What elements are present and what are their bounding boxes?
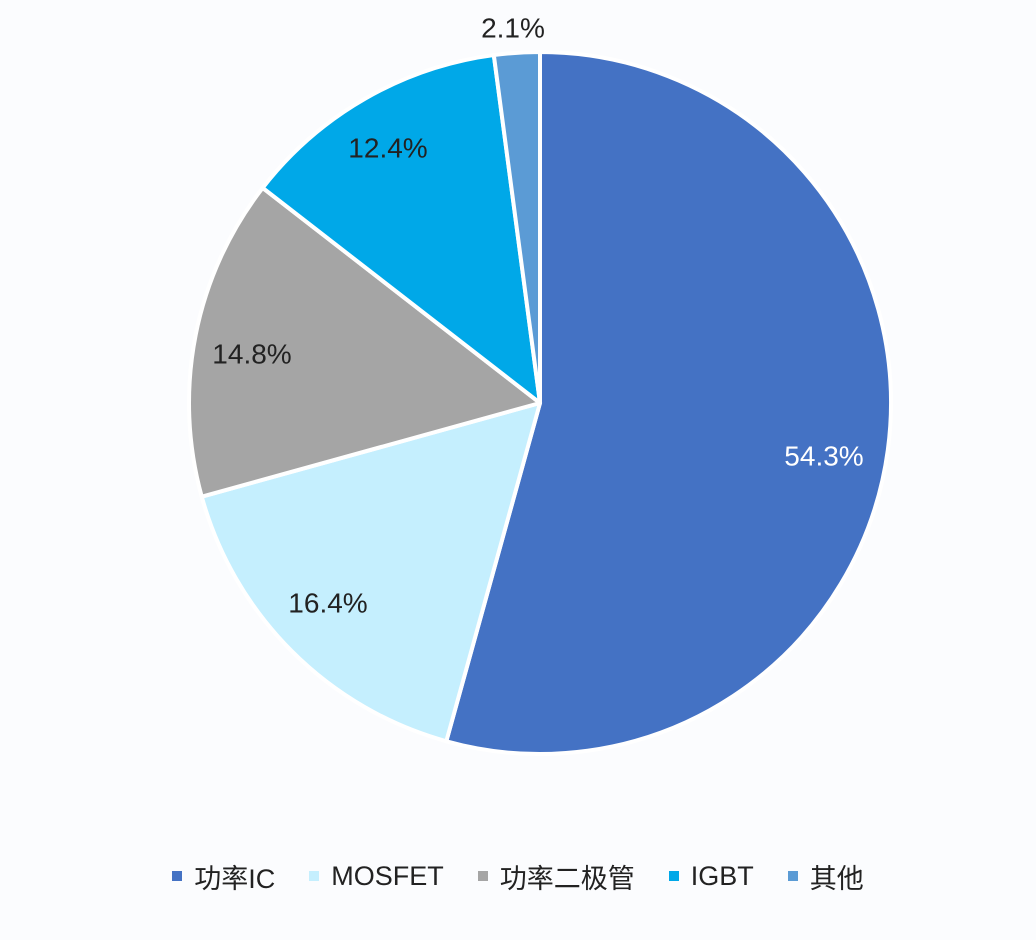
pie-slice-3 xyxy=(260,53,542,405)
legend-label-mosfet: MOSFET xyxy=(331,860,444,891)
legend-swatch-power-diode xyxy=(477,871,488,881)
legend-swatch-other xyxy=(787,871,798,881)
legend-item-mosfet: MOSFET xyxy=(309,861,444,892)
legend-item-igbt: IGBT xyxy=(668,860,754,892)
pie-slice-1 xyxy=(199,401,542,744)
data-label-1: 16.4% xyxy=(288,587,367,618)
legend-swatch-power-ic xyxy=(172,871,183,881)
legend-label-power-ic: 功率IC xyxy=(194,863,276,894)
legend-item-other: 其他 xyxy=(787,857,864,896)
pie-slice-4 xyxy=(491,50,542,405)
legend-label-igbt: IGBT xyxy=(690,860,754,891)
data-label-3: 12.4% xyxy=(348,132,427,163)
pie-slice-0 xyxy=(444,50,893,756)
legend-swatch-igbt xyxy=(668,871,679,881)
legend: 功率IC MOSFET 功率二极管 IGBT 其他 xyxy=(0,852,1036,900)
data-label-0: 54.3% xyxy=(784,440,863,471)
pie-slice-2 xyxy=(187,185,542,499)
legend-label-power-diode: 功率二极管 xyxy=(499,863,635,894)
data-label-2: 14.8% xyxy=(212,338,291,369)
data-label-4: 2.1% xyxy=(481,12,545,43)
legend-label-other: 其他 xyxy=(809,863,864,894)
legend-swatch-mosfet xyxy=(309,871,320,881)
legend-item-power-ic: 功率IC xyxy=(172,857,275,896)
legend-item-power-diode: 功率二极管 xyxy=(477,857,635,896)
